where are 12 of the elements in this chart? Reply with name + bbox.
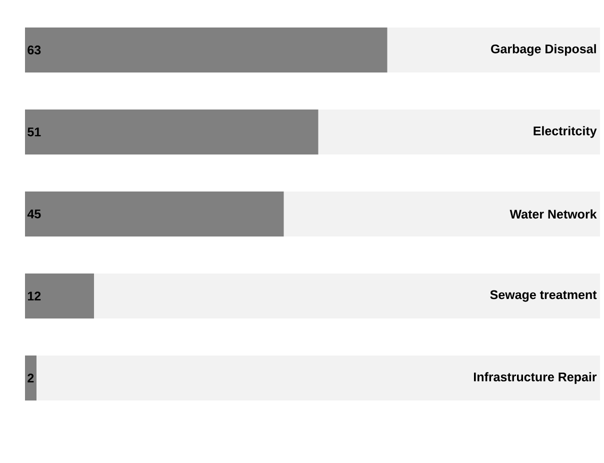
data-label: 12 — [28, 292, 41, 300]
y-tick-label: Electritcity — [534, 126, 597, 138]
data-label: 2 — [28, 374, 34, 382]
y-tick-label: Infrastructure Repair — [474, 372, 597, 384]
bar — [25, 273, 94, 319]
y-tick-label: Garbage Disposal — [491, 44, 596, 56]
y-tick-label: Water Network — [510, 209, 597, 219]
data-label: 63 — [28, 46, 41, 54]
y-tick-label: Sewage treatment — [490, 290, 597, 302]
data-label: 51 — [28, 128, 41, 136]
data-label: 45 — [27, 210, 41, 218]
bar — [25, 355, 36, 401]
